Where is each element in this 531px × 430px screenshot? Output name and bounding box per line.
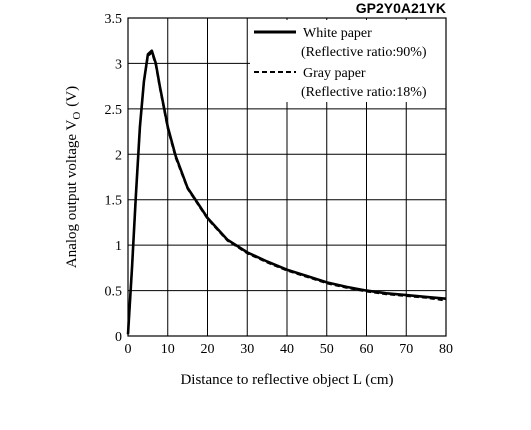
chart-title: GP2Y0A21YK <box>356 0 446 16</box>
x-tick-label: 40 <box>280 342 294 357</box>
y-tick-label: 2.5 <box>105 103 123 118</box>
y-tick-label: 0 <box>115 330 122 345</box>
tick-labels: 0 10 20 30 40 50 60 70 80 0 0.5 1 1.5 2 2.5 3 3.5 <box>105 12 454 357</box>
x-axis-label: Distance to reflective object L (cm) <box>180 372 393 388</box>
legend-detail-white-paper: (Reflective ratio:90%) <box>301 45 427 60</box>
legend-label-white-paper: White paper <box>303 26 372 41</box>
series-lines <box>126 49 447 335</box>
x-tick-label: 30 <box>240 342 254 357</box>
y-axis-label-subscript: O <box>71 112 83 120</box>
plot-frame <box>127 17 447 337</box>
y-tick-label: 3.5 <box>105 12 123 27</box>
x-tick-label: 80 <box>439 342 453 357</box>
x-tick-label: 70 <box>399 342 413 357</box>
legend-label-gray-paper: Gray paper <box>303 66 366 81</box>
y-axis-label-main: Analog output voltage V <box>64 120 80 269</box>
y-axis-label: Analog output voltage VO (V) <box>64 86 83 268</box>
y-tick-label: 1.5 <box>105 194 123 209</box>
x-tick-label: 50 <box>320 342 334 357</box>
y-tick-label: 0.5 <box>105 285 123 300</box>
x-tick-label: 0 <box>125 342 132 357</box>
y-axis-label-unit: (V) <box>64 86 80 107</box>
series-line-gray-paper <box>127 51 447 335</box>
x-tick-label: 60 <box>360 342 374 357</box>
y-tick-label: 2 <box>115 148 122 163</box>
x-tick-label: 20 <box>201 342 215 357</box>
legend: White paper (Reflective ratio:90%) Gray … <box>250 20 446 102</box>
y-tick-label: 3 <box>115 57 122 72</box>
legend-detail-gray-paper: (Reflective ratio:18%) <box>301 85 427 100</box>
x-tick-label: 10 <box>161 342 175 357</box>
y-tick-label: 1 <box>115 239 122 254</box>
legend-background <box>250 20 446 102</box>
